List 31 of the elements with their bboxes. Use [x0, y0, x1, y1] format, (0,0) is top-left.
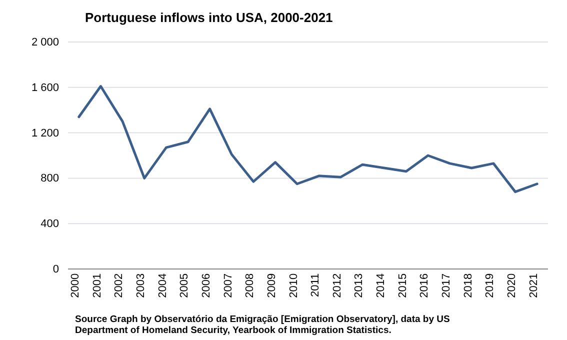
line-series — [78, 85, 538, 194]
x-tick-label: 2017 — [440, 273, 453, 298]
x-tick-label: 2001 — [91, 273, 104, 298]
x-tick-label: 2007 — [222, 273, 234, 298]
y-tick-label: 800 — [40, 172, 59, 185]
y-tick-label: 0 — [52, 264, 59, 276]
x-tick-label: 2014 — [375, 273, 388, 298]
x-tick-label: 2002 — [113, 273, 126, 298]
x-tick-label: 2019 — [484, 273, 496, 298]
source-note: Source Graph by Observatório da Emigração [Emigration Observatory], data by US Department of Homeland Security, Yearbook of Immigration Statistics. — [75, 314, 450, 336]
x-tick-label: 2013 — [353, 273, 366, 298]
y-tick-label: 1 600 — [31, 82, 59, 94]
x-tick-label: 2009 — [266, 273, 278, 298]
x-tick-label: 2000 — [70, 273, 82, 298]
x-tick-label: 2006 — [200, 273, 213, 298]
x-tick-label: 2021 — [528, 273, 540, 298]
x-tick-label: 2005 — [178, 273, 191, 298]
y-tick-label: 400 — [40, 218, 59, 230]
x-tick-label: 2012 — [331, 273, 344, 298]
x-tick-label: 2003 — [135, 273, 148, 298]
y-tick-label: 1 200 — [31, 127, 59, 140]
chart-title: Portuguese inflows into USA, 2000-2021 — [85, 10, 333, 25]
x-tick-label: 2011 — [310, 273, 322, 298]
x-tick-label: 2010 — [288, 273, 300, 298]
x-tick-label: 2018 — [462, 273, 474, 298]
x-tick-label: 2004 — [156, 273, 169, 298]
x-tick-label: 2015 — [396, 273, 409, 298]
x-tick-label: 2008 — [244, 273, 256, 298]
x-tick-label: 2020 — [506, 273, 518, 298]
y-tick-label: 2 000 — [31, 36, 59, 49]
x-tick-label: 2016 — [418, 273, 431, 298]
